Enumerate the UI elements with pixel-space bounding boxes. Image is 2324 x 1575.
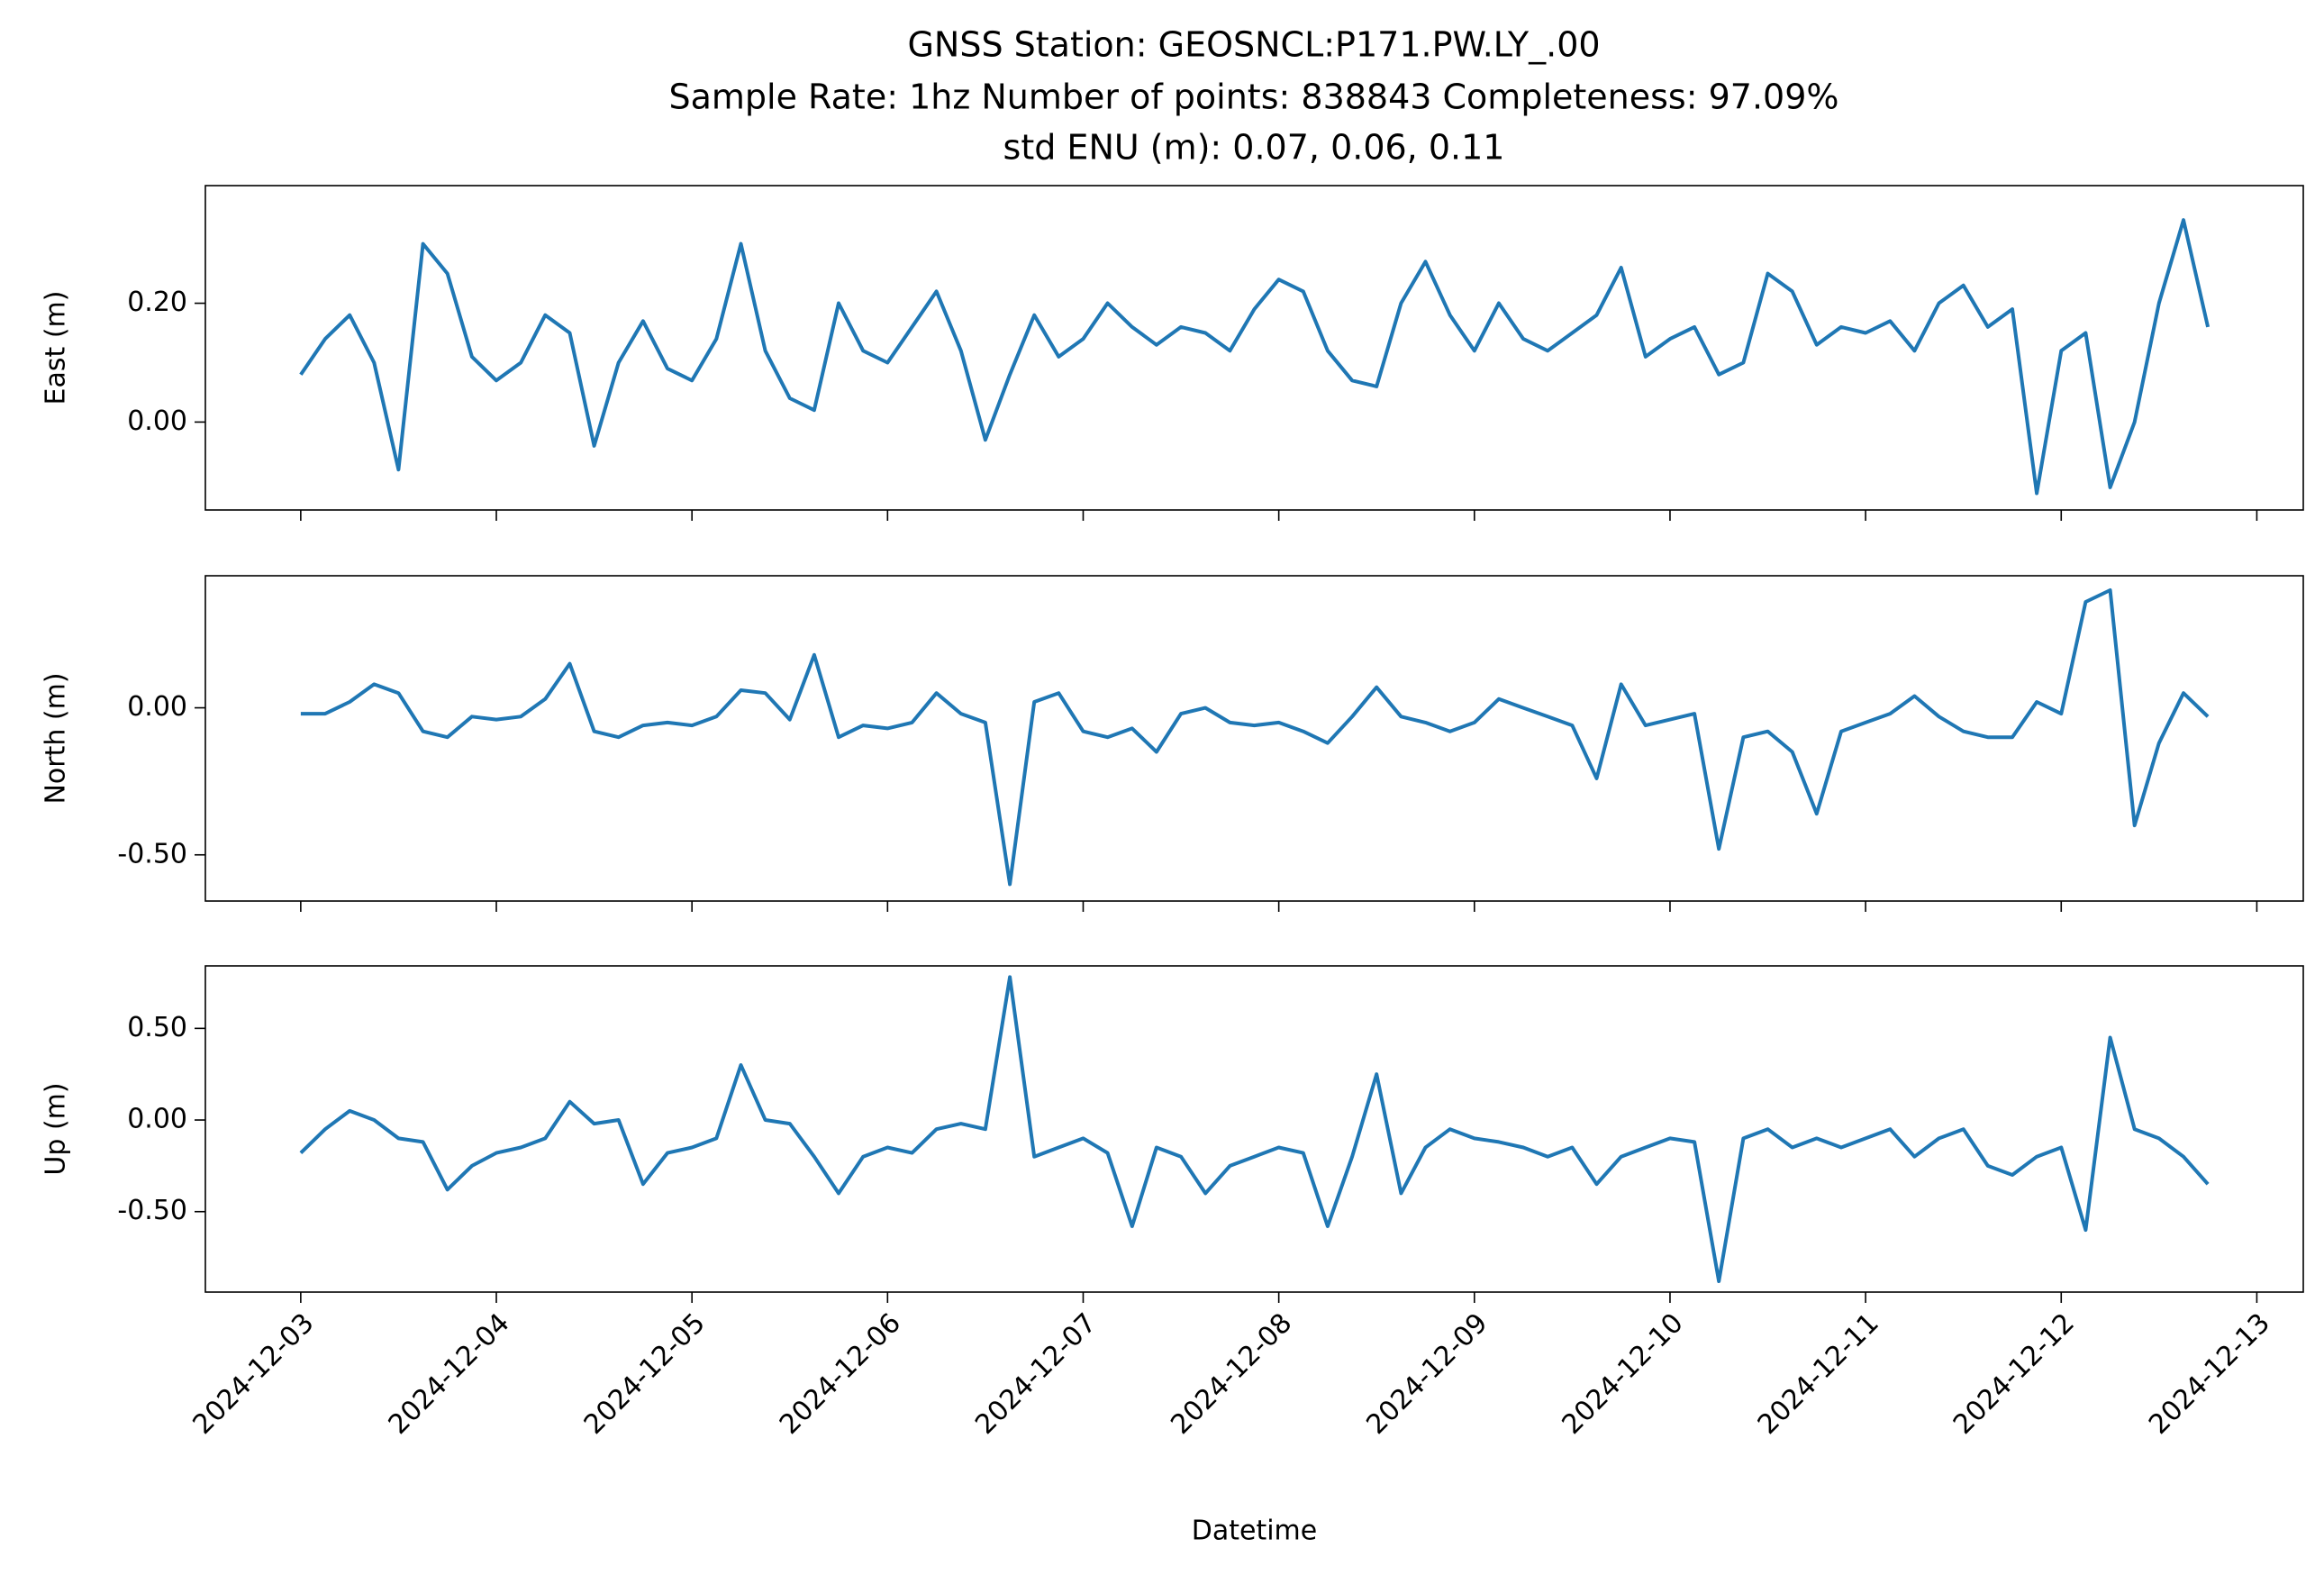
plot-area: [299, 218, 2211, 496]
y-tick-label: 0.20: [127, 287, 187, 318]
y-axis-label: North (m): [41, 672, 72, 804]
title-line: Sample Rate: 1hz Number of points: 83884…: [669, 77, 1839, 117]
plot-area: [299, 975, 2210, 1283]
data-line: [299, 975, 2210, 1283]
plot-area: [300, 588, 2210, 887]
data-line: [300, 588, 2210, 887]
title-line: GNSS Station: GEOSNCL:P171.PW.LY_.00: [907, 25, 1600, 65]
y-tick-label: -0.50: [117, 1195, 187, 1226]
y-tick-label: 0.00: [127, 691, 187, 723]
x-axis-label: Datetime: [1192, 1516, 1317, 1547]
y-axis-label: Up (m): [41, 1082, 72, 1175]
y-tick-label: -0.50: [117, 838, 187, 869]
y-tick-label: 0.00: [127, 1104, 187, 1135]
y-axis-label: East (m): [41, 291, 72, 405]
data-line: [299, 218, 2211, 496]
y-tick-label: 0.00: [127, 405, 187, 437]
axes-frame: [204, 965, 2304, 1293]
y-tick-label: 0.50: [127, 1012, 187, 1043]
axes-frame: [204, 575, 2304, 902]
axes-frame: [204, 185, 2304, 511]
title-line: std ENU (m): 0.07, 0.06, 0.11: [1003, 128, 1505, 168]
